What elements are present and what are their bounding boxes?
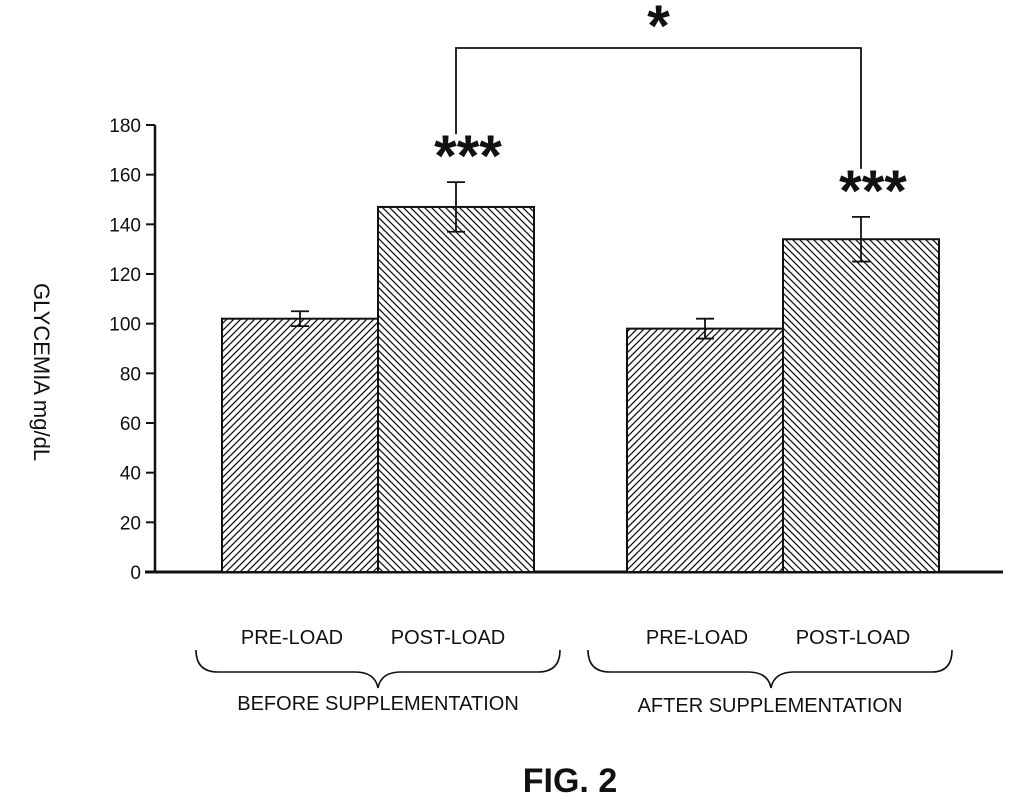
error-bar (852, 215, 870, 263)
category-labels: PRE-LOAD POST-LOAD PRE-LOAD POST-LOAD (241, 627, 910, 649)
error-bar (447, 181, 465, 233)
y-axis-ticks: 0 20 40 60 80 100 120 140 160 180 (109, 116, 155, 584)
bars (221, 181, 940, 574)
category-label: PRE-LOAD (646, 627, 748, 649)
comparison-bracket (455, 47, 862, 169)
category-label: POST-LOAD (796, 627, 910, 649)
y-tick-label: 180 (109, 116, 141, 137)
bar (626, 327, 784, 573)
group-brace-after (587, 649, 953, 689)
y-tick-label: 100 (109, 315, 141, 336)
y-tick-label: 0 (130, 563, 141, 584)
group-brace-before (195, 649, 561, 689)
category-label: POST-LOAD (391, 627, 505, 649)
y-tick-label: 160 (109, 166, 141, 187)
y-tick-label: 120 (109, 265, 141, 286)
error-bar (696, 317, 714, 340)
error-bar (291, 310, 309, 328)
y-tick-label: 20 (120, 513, 141, 534)
y-axis-label: GLYCEMIA mg/dL (29, 283, 54, 461)
bar (221, 317, 379, 574)
group-label-before: BEFORE SUPPLEMENTATION (237, 693, 519, 715)
significance-stars: *** (839, 159, 907, 224)
y-tick-label: 80 (120, 364, 141, 385)
bar (782, 238, 940, 573)
y-tick-label: 40 (120, 464, 141, 485)
group-label-after: AFTER SUPPLEMENTATION (638, 695, 903, 717)
figure-label: FIG. 2 (523, 762, 617, 800)
significance-annotations: ******* (434, 0, 907, 224)
y-tick-label: 60 (120, 414, 141, 435)
y-tick-label: 140 (109, 215, 141, 236)
comparison-significance: * (647, 0, 670, 59)
significance-stars: *** (434, 124, 502, 189)
category-label: PRE-LOAD (241, 627, 343, 649)
bar (377, 205, 535, 573)
